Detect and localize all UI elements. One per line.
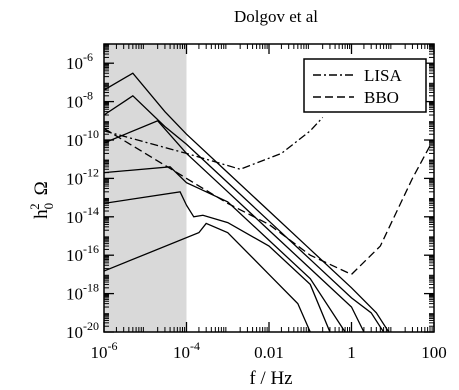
- plot-frame: [103, 43, 435, 333]
- y-axis-label-sup: 2: [27, 203, 42, 210]
- y-axis-label-h: h: [31, 209, 52, 219]
- series-line-solid-4: [104, 166, 346, 332]
- legend-label-lisa: LISA: [364, 66, 403, 85]
- y-axis-label-omega: Ω: [31, 181, 52, 195]
- plot-layer: 10-6 10-4 0.01 1 100 10-6 10-8 10-10 10-12 10-14 1…: [66, 43, 447, 362]
- y-tick-label: 10-8: [66, 89, 93, 112]
- series-line-solid-5: [104, 191, 331, 332]
- y-tick-label: 10-20: [66, 319, 99, 342]
- svg-text:h02Ω: h02 Ω: [27, 181, 56, 219]
- y-tick-label: 10-14: [66, 204, 99, 227]
- series-line-solid-1: [104, 72, 390, 332]
- x-tick-label: 1: [347, 343, 356, 362]
- legend-box: [303, 58, 427, 113]
- series-line-solid-6: [104, 222, 311, 332]
- y-axis-label-sub: 0: [41, 203, 56, 210]
- y-axis-label: h02 Ω: [27, 181, 56, 219]
- x-tick-label: 100: [421, 343, 447, 362]
- y-tick-label: 10-16: [66, 242, 99, 265]
- shaded-region: [104, 44, 187, 332]
- x-axis-label: f / Hz: [249, 368, 292, 389]
- series-line-solid-3: [104, 120, 365, 332]
- y-tick-label: 10-6: [66, 50, 93, 73]
- series-line-bbo: [104, 127, 431, 276]
- y-tick-label: 10-18: [66, 281, 99, 304]
- y-tick-label: 10-12: [66, 165, 99, 188]
- x-tick-label: 0.01: [254, 343, 284, 362]
- y-tick-label: 10-10: [66, 127, 99, 150]
- series-line-solid-2: [104, 94, 385, 332]
- legend-label-bbo: BBO: [364, 88, 399, 107]
- x-tick-label: 10-4: [173, 339, 200, 362]
- legend: LISA BBO: [303, 58, 427, 113]
- x-tick-label: 10-6: [91, 339, 118, 362]
- chart-title: Dolgov et al: [234, 7, 318, 26]
- series-line-lisa: [104, 116, 324, 170]
